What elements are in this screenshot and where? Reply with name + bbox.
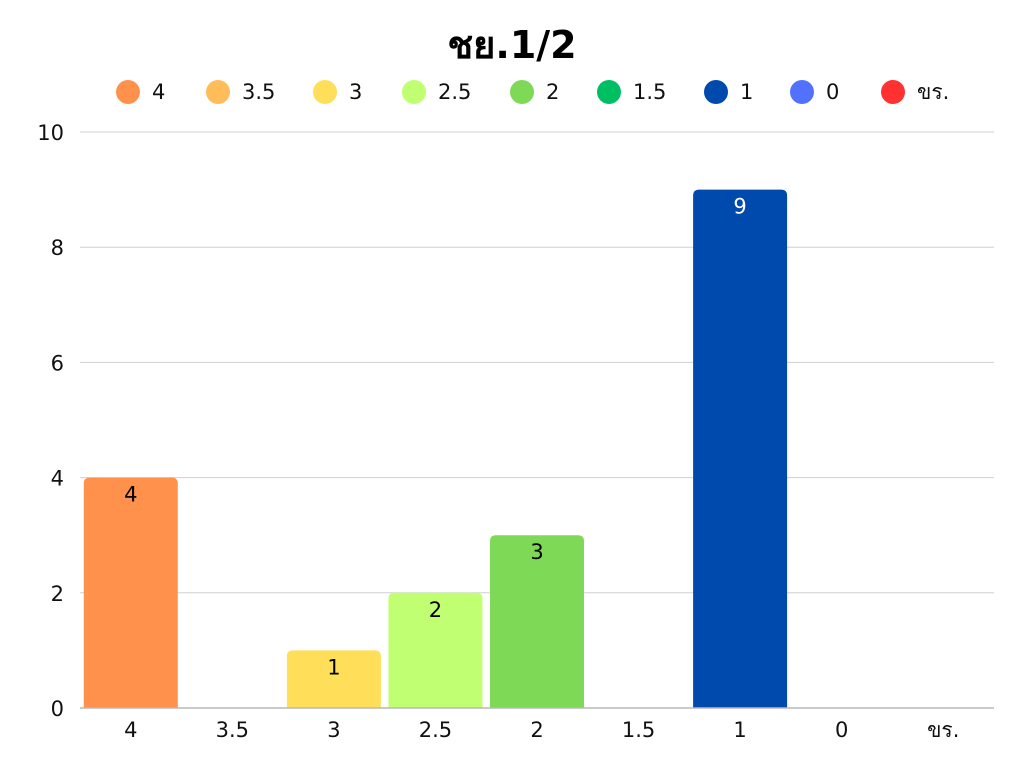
legend-swatch (510, 80, 534, 104)
bar-2 (490, 535, 584, 708)
legend-swatch (116, 80, 140, 104)
bar-value-label: 9 (733, 195, 746, 219)
legend-item: ขร. (881, 78, 949, 106)
y-tick-label: 0 (51, 697, 64, 721)
chart-legend: 4 3.5 3 2.5 2 1.5 1 0 ขร. (0, 78, 1024, 106)
legend-item: 1.5 (597, 78, 666, 106)
legend-label: 3 (349, 80, 363, 104)
legend-item: 2.5 (402, 78, 471, 106)
y-tick-label: 2 (51, 582, 64, 606)
bar-3 (286, 650, 381, 708)
legend-item: 3 (313, 78, 362, 106)
legend-swatch (704, 80, 728, 104)
legend-swatch (881, 80, 905, 104)
x-tick-label: 4 (124, 718, 137, 742)
bar-value-label: 1 (327, 655, 340, 679)
bar-2.5 (388, 592, 483, 708)
x-tick-label: 2 (530, 718, 543, 742)
x-tick-label: 3.5 (216, 718, 249, 742)
y-tick-label: 6 (51, 351, 64, 375)
legend-label: 4 (152, 80, 166, 104)
legend-item: 1 (704, 78, 753, 106)
legend-swatch (597, 80, 621, 104)
legend-label: 0 (826, 80, 840, 104)
legend-swatch (402, 80, 426, 104)
legend-swatch (790, 80, 814, 104)
legend-swatch (206, 80, 230, 104)
x-tick-label: 0 (835, 718, 848, 742)
y-tick-label: 10 (37, 121, 64, 145)
x-tick-label: 2.5 (419, 718, 452, 742)
legend-label: 1 (740, 80, 754, 104)
legend-item: 3.5 (206, 78, 275, 106)
bar-1 (693, 189, 788, 709)
x-tick-label: 1.5 (622, 718, 655, 742)
legend-label: 2 (546, 80, 560, 104)
chart-title: ชย.1/2 (447, 23, 577, 67)
bar-value-label: 4 (124, 483, 137, 507)
legend-item: 2 (510, 78, 559, 106)
legend-label: ขร. (917, 79, 950, 104)
bar-4 (83, 477, 178, 708)
legend-swatch (313, 80, 337, 104)
legend-item: 4 (116, 78, 165, 106)
legend-label: 3.5 (242, 80, 276, 104)
bar-value-label: 2 (429, 598, 442, 622)
x-tick-label: ขร. (927, 718, 959, 742)
bar-value-label: 3 (530, 540, 543, 564)
legend-item: 0 (790, 78, 839, 106)
y-tick-label: 4 (51, 467, 64, 491)
x-tick-label: 3 (327, 718, 340, 742)
legend-label: 2.5 (438, 80, 472, 104)
legend-label: 1.5 (633, 80, 667, 104)
y-tick-label: 8 (51, 236, 64, 260)
x-tick-label: 1 (733, 718, 746, 742)
